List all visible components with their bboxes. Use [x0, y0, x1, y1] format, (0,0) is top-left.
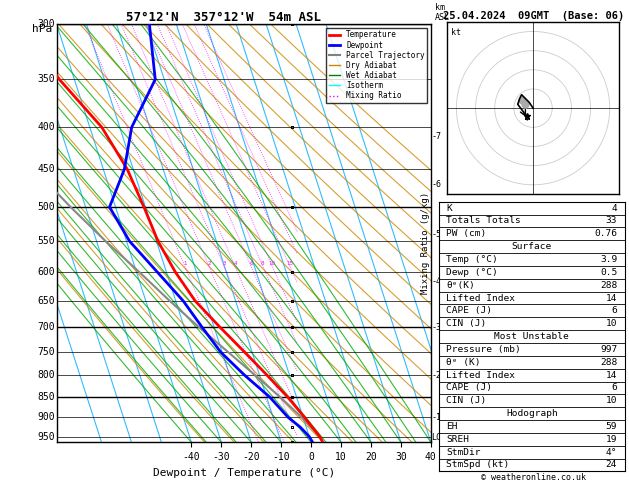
Text: CIN (J): CIN (J): [447, 396, 487, 405]
Text: 997: 997: [600, 345, 617, 354]
Text: 19: 19: [606, 435, 617, 444]
Text: km
ASL: km ASL: [435, 3, 450, 22]
Text: θᵉ (K): θᵉ (K): [447, 358, 481, 367]
Text: 33: 33: [606, 216, 617, 226]
Text: Totals Totals: Totals Totals: [447, 216, 521, 226]
Text: Lifted Index: Lifted Index: [447, 371, 515, 380]
Text: 800: 800: [37, 370, 55, 380]
Text: 2: 2: [207, 261, 211, 266]
Text: 0.76: 0.76: [594, 229, 617, 238]
Text: 300: 300: [37, 19, 55, 29]
Text: LCL: LCL: [431, 434, 446, 442]
Text: Hodograph: Hodograph: [506, 409, 558, 418]
Text: 950: 950: [37, 432, 55, 442]
Text: 1: 1: [183, 261, 187, 266]
Text: 10: 10: [606, 319, 617, 328]
Text: 14: 14: [606, 294, 617, 302]
Text: 850: 850: [37, 392, 55, 402]
Legend: Temperature, Dewpoint, Parcel Trajectory, Dry Adiabat, Wet Adiabat, Isotherm, Mi: Temperature, Dewpoint, Parcel Trajectory…: [326, 28, 427, 103]
Text: -1: -1: [431, 413, 441, 422]
Text: CAPE (J): CAPE (J): [447, 306, 493, 315]
Text: Dewp (°C): Dewp (°C): [447, 268, 498, 277]
Text: -2: -2: [431, 371, 441, 380]
Text: Mixing Ratio (g/kg): Mixing Ratio (g/kg): [421, 192, 430, 294]
Text: 350: 350: [37, 74, 55, 85]
Text: 10: 10: [269, 261, 276, 266]
Text: 700: 700: [37, 322, 55, 332]
Text: 10: 10: [606, 396, 617, 405]
Text: 500: 500: [37, 202, 55, 212]
Text: 57°12'N  357°12'W  54m ASL: 57°12'N 357°12'W 54m ASL: [126, 11, 321, 24]
Text: StmSpd (kt): StmSpd (kt): [447, 461, 509, 469]
Text: © weatheronline.co.uk: © weatheronline.co.uk: [481, 473, 586, 482]
Text: 6: 6: [249, 261, 253, 266]
Text: Pressure (mb): Pressure (mb): [447, 345, 521, 354]
Text: CAPE (J): CAPE (J): [447, 383, 493, 392]
Text: 25.04.2024  09GMT  (Base: 06): 25.04.2024 09GMT (Base: 06): [443, 11, 624, 21]
Text: Most Unstable: Most Unstable: [494, 332, 569, 341]
Text: 15: 15: [286, 261, 293, 266]
Text: θᵉ(K): θᵉ(K): [447, 281, 476, 290]
Text: 3: 3: [222, 261, 226, 266]
Text: 4: 4: [611, 204, 617, 212]
Text: SREH: SREH: [447, 435, 469, 444]
Text: 600: 600: [37, 267, 55, 278]
Text: EH: EH: [447, 422, 458, 431]
Text: CIN (J): CIN (J): [447, 319, 487, 328]
Text: 400: 400: [37, 122, 55, 132]
Text: kt: kt: [450, 28, 460, 37]
Text: hPa: hPa: [32, 24, 53, 35]
Text: Surface: Surface: [512, 242, 552, 251]
Text: PW (cm): PW (cm): [447, 229, 487, 238]
Text: 288: 288: [600, 358, 617, 367]
Text: -3: -3: [431, 323, 441, 332]
Text: Temp (°C): Temp (°C): [447, 255, 498, 264]
Text: -4: -4: [431, 277, 441, 286]
Text: 450: 450: [37, 164, 55, 174]
Text: 900: 900: [37, 412, 55, 422]
Text: 550: 550: [37, 236, 55, 246]
Text: 0.5: 0.5: [600, 268, 617, 277]
Text: 6: 6: [611, 306, 617, 315]
Text: StmDir: StmDir: [447, 448, 481, 457]
Text: -6: -6: [431, 180, 441, 190]
Text: Lifted Index: Lifted Index: [447, 294, 515, 302]
Text: 6: 6: [611, 383, 617, 392]
Text: 14: 14: [606, 371, 617, 380]
Text: 288: 288: [600, 281, 617, 290]
Text: 3.9: 3.9: [600, 255, 617, 264]
Text: 650: 650: [37, 296, 55, 306]
Text: 59: 59: [606, 422, 617, 431]
X-axis label: Dewpoint / Temperature (°C): Dewpoint / Temperature (°C): [153, 468, 335, 478]
Text: K: K: [447, 204, 452, 212]
Text: 4°: 4°: [606, 448, 617, 457]
Text: -5: -5: [431, 230, 441, 239]
Text: 4: 4: [233, 261, 237, 266]
Text: 750: 750: [37, 347, 55, 357]
Text: 24: 24: [606, 461, 617, 469]
Text: -7: -7: [431, 132, 441, 140]
Text: 8: 8: [261, 261, 265, 266]
